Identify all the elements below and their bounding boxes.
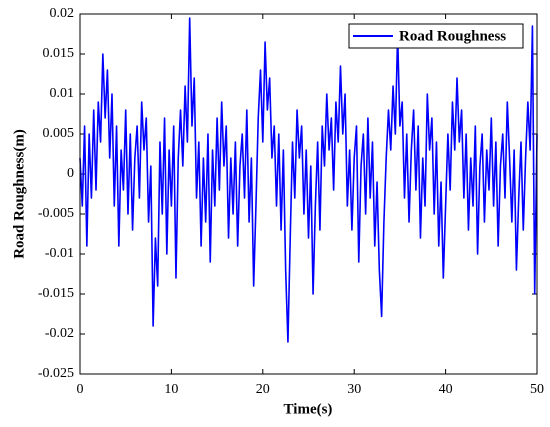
- x-tick-label: 50: [530, 382, 544, 397]
- y-tick-label: 0.02: [50, 6, 75, 21]
- y-tick-label: 0.01: [50, 86, 75, 101]
- y-tick-label: 0.005: [43, 126, 75, 141]
- y-tick-label: -0.015: [38, 286, 74, 301]
- y-tick-label: -0.025: [38, 366, 74, 381]
- y-axis-label: Road Roughness(m): [11, 129, 27, 259]
- x-axis-label: Time(s): [284, 401, 333, 417]
- x-tick-label: 30: [347, 382, 361, 397]
- y-tick-label: 0: [67, 166, 74, 181]
- plot-frame: [79, 13, 538, 375]
- y-tick-label: 0.015: [43, 46, 75, 61]
- y-tick-label: -0.005: [38, 206, 74, 221]
- y-tick-label: -0.02: [45, 326, 74, 341]
- x-tick-label: 0: [77, 382, 84, 397]
- x-tick-label: 20: [256, 382, 270, 397]
- legend-label: Road Roughness: [399, 28, 506, 44]
- data-line: [79, 17, 538, 343]
- y-tick-label: -0.01: [45, 246, 74, 261]
- x-tick-label: 40: [439, 382, 453, 397]
- x-tick-label: 10: [164, 382, 178, 397]
